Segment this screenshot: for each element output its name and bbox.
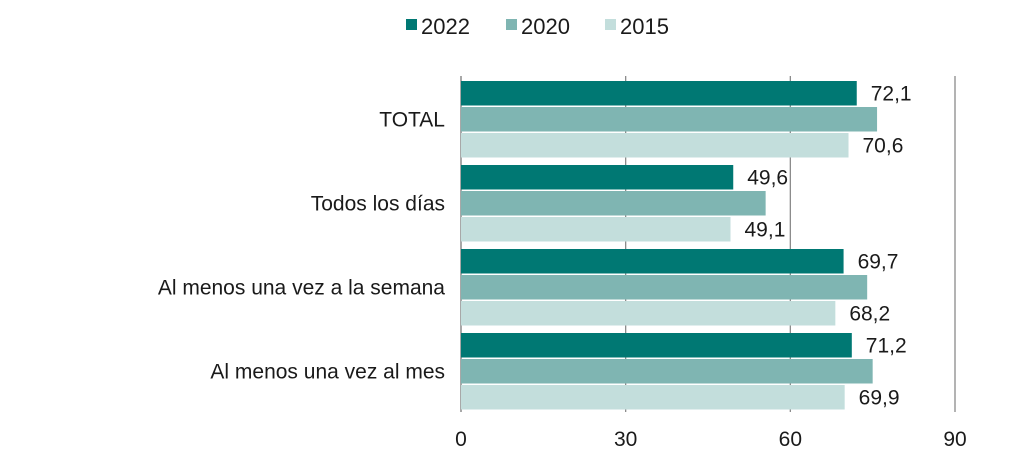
x-tick-label: 60: [779, 428, 802, 451]
data-label-2022: 49,6: [747, 166, 788, 189]
bar-2020: [461, 359, 873, 384]
bar-2015: [461, 385, 845, 410]
bar-2015: [461, 301, 836, 326]
data-labels: 72,1 70,6 49,6 49,1 69,7 68,2 71,2 69,9: [745, 82, 912, 409]
legend-label-2022: 2022: [421, 14, 470, 39]
category-label: TOTAL: [379, 108, 445, 131]
legend-label-2015: 2015: [620, 14, 669, 39]
x-tick-label: 30: [614, 428, 637, 451]
legend-swatch-2020: [506, 19, 517, 30]
data-label-2015: 49,1: [745, 218, 786, 241]
category-labels: TOTAL Todos los días Al menos una vez a la…: [158, 108, 445, 383]
data-label-2022: 71,2: [866, 334, 907, 357]
category-label: Al menos una vez a la semana: [158, 276, 445, 299]
bars: [461, 81, 878, 410]
legend: 2022 2020 2015: [406, 14, 669, 39]
x-axis-ticks: 0 30 60 90: [455, 428, 967, 451]
legend-swatch-2015: [605, 19, 616, 30]
legend-swatch-2022: [406, 19, 417, 30]
bar-2015: [461, 133, 849, 158]
bar-2022: [461, 249, 844, 274]
data-label-2015: 69,9: [859, 386, 900, 409]
category-label: Al menos una vez al mes: [210, 360, 445, 383]
bar-2020: [461, 107, 878, 132]
bar-2020: [461, 191, 766, 216]
category-label: Todos los días: [311, 192, 445, 215]
data-label-2015: 70,6: [863, 134, 904, 157]
bar-2022: [461, 333, 852, 358]
data-label-2015: 68,2: [849, 302, 890, 325]
legend-label-2020: 2020: [521, 14, 570, 39]
bar-2022: [461, 165, 734, 190]
x-tick-label: 90: [943, 428, 966, 451]
x-tick-label: 0: [455, 428, 467, 451]
data-label-2022: 69,7: [858, 250, 899, 273]
bar-2020: [461, 275, 868, 300]
bar-2015: [461, 217, 731, 242]
data-label-2022: 72,1: [871, 82, 912, 105]
bar-2022: [461, 81, 857, 106]
